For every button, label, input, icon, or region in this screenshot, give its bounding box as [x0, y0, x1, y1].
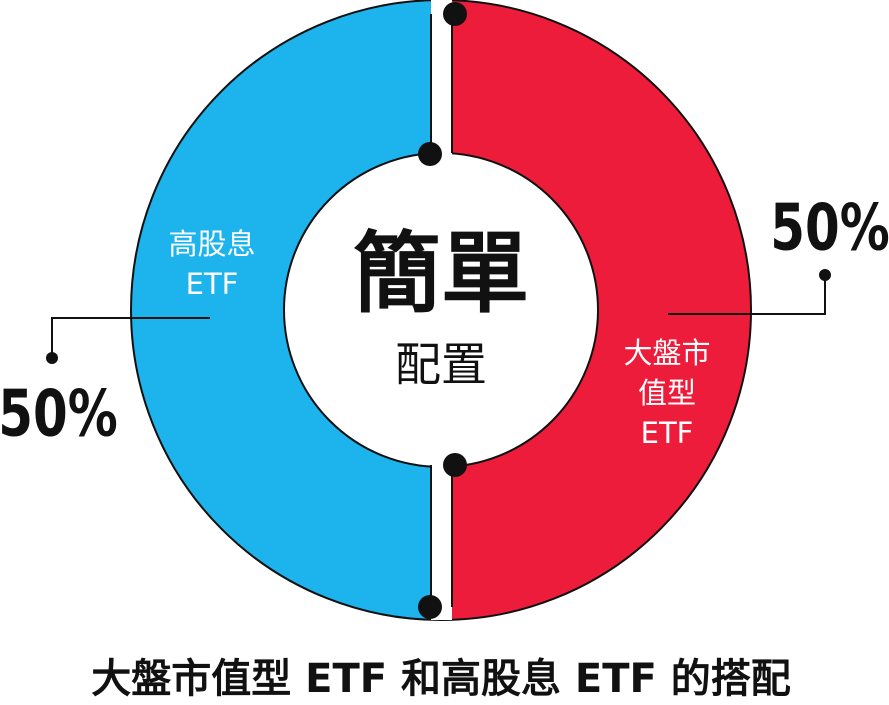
segment-label: 高股息 [168, 227, 255, 261]
center-title: 簡單 [353, 222, 529, 325]
segment-label: ETF [186, 267, 239, 301]
donut-segment [440, 0, 752, 622]
dot [418, 142, 442, 166]
dot [46, 352, 58, 364]
dot [819, 269, 831, 281]
leader-line [51, 317, 210, 358]
dot [418, 595, 442, 619]
leader-line [668, 275, 826, 315]
chart-title: 大盤市值型 ETF 和高股息 ETF 的搭配 [91, 656, 791, 702]
segment-label: ETF [641, 416, 694, 450]
donut [130, 0, 752, 622]
value-label: 50% [770, 190, 889, 265]
center-subtitle: 配置 [395, 338, 487, 392]
donut-segment [130, 0, 442, 622]
dot [443, 2, 467, 26]
segment-label: 值型 [638, 376, 696, 410]
dot [443, 453, 467, 477]
value-label: 50% [0, 376, 118, 451]
segment-label: 大盤市 [623, 336, 710, 370]
